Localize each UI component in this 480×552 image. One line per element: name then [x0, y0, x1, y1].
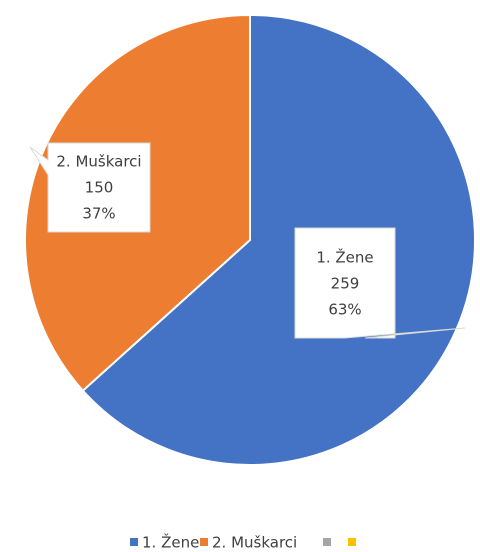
legend-swatch: [323, 538, 331, 546]
slice-label: 1. Žene: [316, 248, 373, 267]
legend-label: 1. Žene: [142, 533, 199, 552]
percent-label: 37%: [82, 205, 115, 223]
pie-slice: [81, 13, 476, 466]
percent-label: 63%: [328, 301, 361, 319]
value-label: 150: [85, 179, 114, 197]
data-labels: 1. Žene 259 63% 2. Muškarci 150 37%: [56, 153, 373, 319]
label-box: [29, 142, 151, 233]
pie: [24, 13, 476, 466]
legend-swatch: [130, 538, 138, 546]
callout-2: [29, 142, 151, 233]
value-label: 259: [331, 275, 360, 293]
legend: 1. Žene 2. Muškarci: [130, 533, 356, 552]
legend-swatch: [200, 538, 208, 546]
slice-label: 2. Muškarci: [56, 153, 141, 171]
callout-1: [294, 227, 466, 339]
legend-swatch: [348, 538, 356, 546]
legend-label: 2. Muškarci: [212, 534, 297, 552]
label-box: [294, 227, 466, 339]
